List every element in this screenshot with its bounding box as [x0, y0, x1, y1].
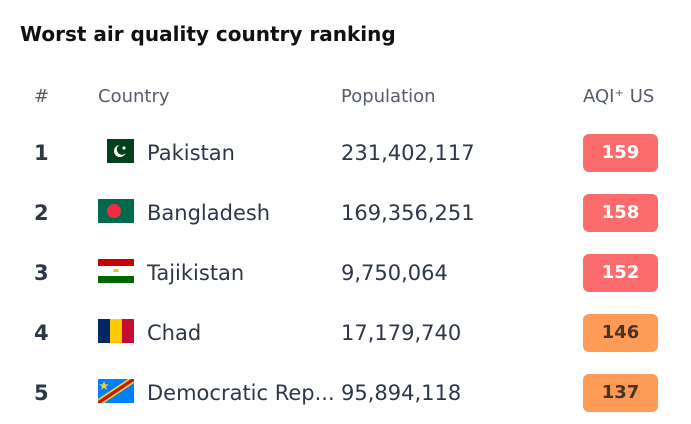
- country-name: Democratic Rep...: [147, 381, 335, 405]
- aqi-badge: 137: [583, 374, 658, 412]
- flag-icon: [98, 139, 134, 163]
- flag-icon: [98, 319, 134, 343]
- country-name: Bangladesh: [147, 201, 271, 225]
- rank: 1: [34, 141, 49, 165]
- country-name: Pakistan: [147, 141, 235, 165]
- column-header: Population: [341, 86, 436, 107]
- rank: 3: [34, 261, 49, 285]
- flag-icon: [98, 199, 134, 223]
- population: 169,356,251: [341, 201, 475, 225]
- country-name: Chad: [147, 321, 202, 345]
- aqi-badge: 159: [583, 134, 658, 172]
- country-name: Tajikistan: [147, 261, 245, 285]
- column-header: AQI⁺ US: [583, 86, 655, 107]
- aqi-badge: 146: [583, 314, 658, 352]
- flag: [98, 139, 134, 163]
- flag-icon: [98, 379, 134, 403]
- population: 95,894,118: [341, 381, 462, 405]
- flag: [98, 379, 134, 403]
- population: 231,402,117: [341, 141, 475, 165]
- population: 9,750,064: [341, 261, 448, 285]
- aqi-badge: 152: [583, 254, 658, 292]
- flag: [98, 199, 134, 223]
- population: 17,179,740: [341, 321, 462, 345]
- flag: [98, 319, 134, 343]
- rank: 5: [34, 381, 49, 405]
- column-header: Country: [98, 86, 170, 107]
- flag-icon: [98, 259, 134, 283]
- rank: 2: [34, 201, 49, 225]
- title: Worst air quality country ranking: [20, 22, 396, 46]
- rank: 4: [34, 321, 49, 345]
- flag: [98, 259, 134, 283]
- column-header: #: [34, 86, 50, 107]
- aqi-badge: 158: [583, 194, 658, 232]
